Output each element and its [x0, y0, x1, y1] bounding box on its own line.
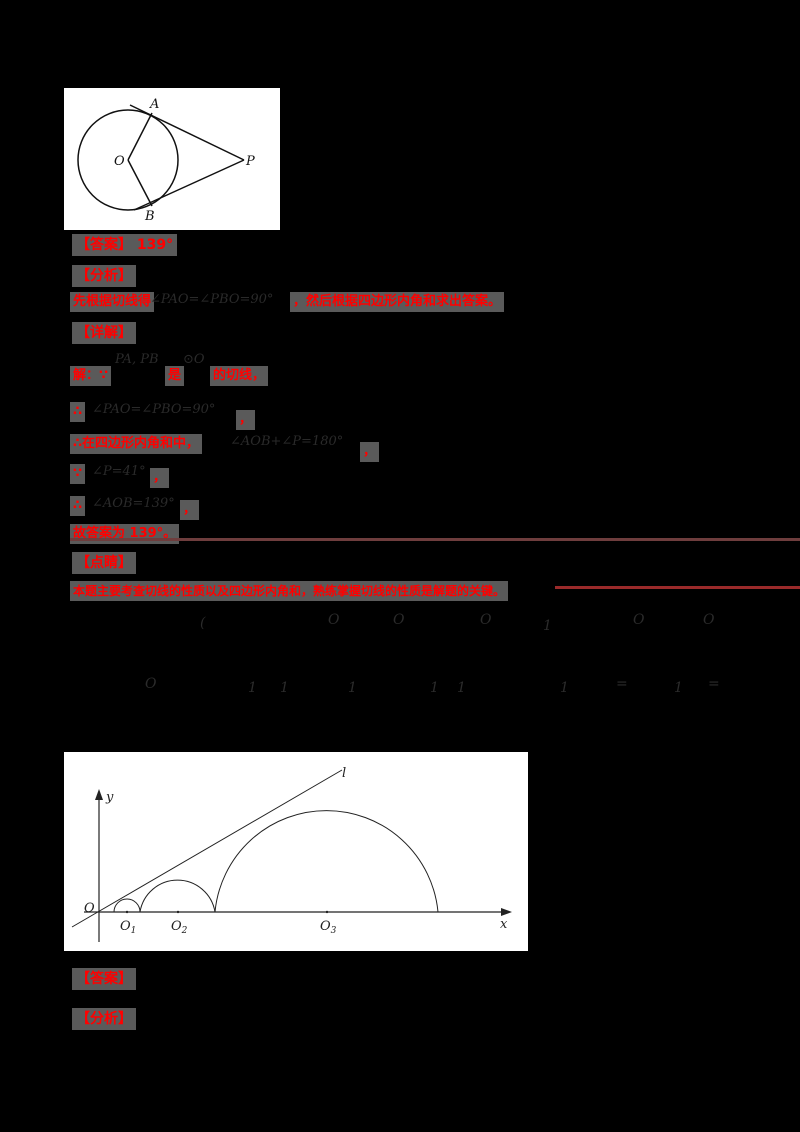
divider-line-2 — [555, 586, 800, 589]
label-origin: O — [84, 901, 95, 916]
detail-line1-formula: PA, PB — [115, 352, 159, 367]
detail-line1-mid: 是 — [165, 366, 185, 386]
label-b: B — [144, 209, 155, 224]
detail-line4-prefix: ∵ — [70, 464, 86, 484]
label-a: A — [149, 97, 159, 112]
detail-line2-prefix: ∴ — [70, 402, 86, 422]
detail-line3-prefix: ∴在四边形内角和中， — [70, 434, 203, 454]
label-o: O — [114, 154, 125, 169]
answer-value: 139° — [136, 237, 174, 253]
problem-glyph: O — [393, 612, 405, 628]
detail-line2-suffix: ， — [236, 410, 256, 430]
problem-glyph: 1 — [248, 680, 257, 696]
detail-tag: 【详解】 — [72, 322, 136, 344]
detail-line3-formula: ∠AOB+∠P=180° — [230, 434, 344, 449]
label-x: x — [500, 917, 508, 932]
detail-line5-suffix: ， — [180, 500, 200, 520]
detail-line5-prefix: ∴ — [70, 496, 86, 516]
problem-glyph: 1 — [560, 680, 569, 696]
detail-line3-suffix: ， — [360, 442, 380, 462]
figure-semicircles: y x l O O1 O2 O3 — [64, 752, 528, 951]
divider-line-1 — [70, 538, 800, 541]
problem-glyph: O — [633, 612, 645, 628]
problem-glyph: 1 — [348, 680, 357, 696]
problem-glyph: 1 — [674, 680, 683, 696]
note-tag: 【点睛】 — [72, 552, 136, 574]
analysis2-tag: 【分析】 — [72, 1008, 136, 1030]
problem-glyph: 1 — [543, 618, 552, 634]
label-l: l — [342, 766, 346, 781]
label-o2: O2 — [171, 919, 188, 936]
detail-line4-formula: ∠P=41° — [92, 464, 146, 479]
answer2-tag: 【答案】 — [72, 968, 136, 990]
analysis-text-before: 先根据切线得 — [70, 292, 155, 312]
detail-line4-suffix: ， — [150, 468, 170, 488]
semicircle-tangent-diagram: y x l O O1 O2 O3 — [71, 766, 512, 942]
analysis-formula: ∠PAO=∠PBO=90° — [150, 292, 274, 307]
note-text: 本题主要考查切线的性质以及四边形内角和，熟练掌握切线的性质是解题的关键。 — [70, 581, 509, 601]
label-y: y — [105, 790, 114, 805]
analysis-tag: 【分析】 — [72, 265, 136, 287]
problem-glyph: O — [480, 612, 492, 628]
problem-glyph: O — [328, 612, 340, 628]
detail-conclusion: 故答案为 139°。 — [70, 524, 180, 544]
circle-tangent-diagram: A B O P — [77, 97, 255, 224]
label-o1: O1 — [120, 919, 136, 936]
label-p: P — [245, 154, 255, 169]
detail-line2-formula: ∠PAO=∠PBO=90° — [92, 402, 216, 417]
problem-glyph: 1 — [280, 680, 289, 696]
problem-glyph: O — [145, 676, 157, 692]
detail-line5-formula: ∠AOB=139° — [92, 496, 175, 511]
detail-line1-prefix: 解：∵ — [70, 366, 112, 386]
problem-glyph: ( — [200, 615, 206, 631]
detail-line1-suffix: 的切线， — [210, 366, 269, 386]
problem-glyph: 1 — [457, 680, 466, 696]
answer-label: 【答案】 — [76, 237, 132, 253]
label-o3: O3 — [320, 919, 337, 936]
problem-glyph: O — [703, 612, 715, 628]
problem-glyph: = — [616, 676, 628, 692]
problem-glyph: = — [708, 676, 720, 692]
analysis-text-after: ，然后根据四边形内角和求出答案。 — [290, 292, 505, 312]
answer-tag: 【答案】 139° — [72, 234, 178, 256]
detail-line1-formula2: ⊙O — [183, 352, 205, 367]
problem-glyph: 1 — [430, 680, 439, 696]
figure-circle-tangents: A B O P — [64, 88, 280, 230]
